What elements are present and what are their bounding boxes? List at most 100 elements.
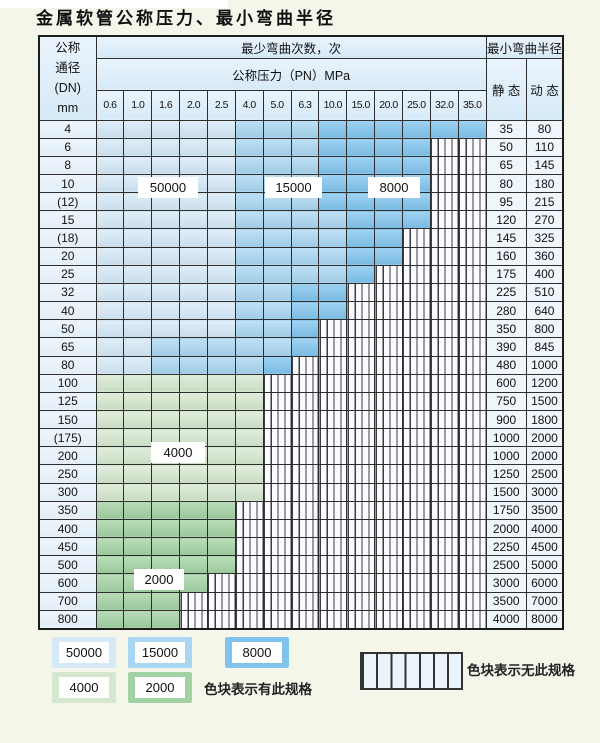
spec-cell-50000 bbox=[206, 119, 236, 139]
pressure-col-header: 2.5 bbox=[206, 89, 236, 121]
no-spec-cell bbox=[401, 573, 431, 593]
dynamic-value: 145 bbox=[525, 155, 564, 175]
spec-cell-4000 bbox=[123, 482, 153, 502]
legend-swatch-4000: 4000 bbox=[52, 672, 116, 703]
dn-cell: 700 bbox=[38, 591, 97, 611]
no-spec-cell bbox=[374, 282, 403, 303]
no-spec-cell bbox=[179, 591, 208, 611]
spec-cell-8000 bbox=[318, 192, 348, 212]
no-spec-cell bbox=[401, 228, 431, 248]
no-spec-cell bbox=[401, 609, 431, 630]
no-spec-cell bbox=[401, 282, 431, 303]
table-row: 40 280 640 bbox=[38, 301, 564, 321]
spec-cell-50000 bbox=[123, 210, 153, 230]
spec-cell-8000 bbox=[401, 119, 431, 139]
spec-cell-50000 bbox=[123, 119, 153, 139]
spec-cell-50000 bbox=[179, 301, 208, 321]
spec-cell-50000 bbox=[151, 319, 181, 339]
no-spec-cell bbox=[234, 573, 264, 593]
dynamic-value: 360 bbox=[525, 246, 564, 266]
bend-cycles-header: 最少弯曲次数，次 bbox=[95, 35, 487, 59]
no-spec-cell bbox=[318, 391, 348, 412]
no-spec-cell bbox=[401, 337, 431, 357]
spec-cell-50000 bbox=[123, 355, 153, 375]
no-spec-cell bbox=[401, 500, 431, 520]
no-spec-cell bbox=[429, 173, 459, 194]
spec-cell-4000 bbox=[206, 446, 236, 466]
dynamic-value: 110 bbox=[525, 137, 564, 157]
spec-cell-15000 bbox=[234, 264, 264, 284]
no-spec-cell bbox=[346, 446, 376, 466]
no-spec-cell bbox=[318, 518, 348, 539]
no-spec-cell bbox=[346, 500, 376, 520]
static-value: 4000 bbox=[485, 609, 527, 630]
no-spec-cell bbox=[318, 337, 348, 357]
spec-cell-4000 bbox=[151, 482, 181, 502]
no-spec-cell bbox=[429, 282, 459, 303]
dynamic-value: 3000 bbox=[525, 482, 564, 502]
no-spec-cell bbox=[457, 537, 487, 557]
table-row: 600 3000 6000 bbox=[38, 573, 564, 593]
spec-cell-4000 bbox=[206, 428, 236, 448]
no-spec-cell bbox=[374, 409, 403, 430]
spec-cell-50000 bbox=[179, 155, 208, 175]
spec-cell-8000 bbox=[346, 264, 376, 284]
spec-cell-50000 bbox=[95, 355, 125, 375]
spec-cell-2000 bbox=[179, 537, 208, 557]
no-spec-cell bbox=[346, 337, 376, 357]
spec-cell-2000 bbox=[151, 609, 181, 630]
spec-cell-2000 bbox=[206, 518, 236, 539]
no-spec-cell bbox=[401, 355, 431, 375]
spec-cell-8000 bbox=[401, 210, 431, 230]
no-spec-cell bbox=[401, 555, 431, 575]
table-row: 250 1250 2500 bbox=[38, 464, 564, 484]
dynamic-value: 6000 bbox=[525, 573, 564, 593]
static-value: 2250 bbox=[485, 537, 527, 557]
no-spec-cell bbox=[374, 301, 403, 321]
dynamic-value: 1000 bbox=[525, 355, 564, 375]
table-row: (175) 1000 2000 bbox=[38, 428, 564, 448]
spec-cell-50000 bbox=[179, 228, 208, 248]
no-spec-cell bbox=[234, 518, 264, 539]
no-spec-cell bbox=[374, 500, 403, 520]
dn-cell: 300 bbox=[38, 482, 97, 502]
no-spec-cell bbox=[401, 591, 431, 611]
no-spec-cell bbox=[429, 428, 459, 448]
pressure-col-header: 1.0 bbox=[123, 89, 153, 121]
no-spec-cell bbox=[429, 301, 459, 321]
spec-cell-50000 bbox=[179, 246, 208, 266]
spec-cell-50000 bbox=[95, 137, 125, 157]
spec-cell-50000 bbox=[179, 264, 208, 284]
spec-cell-15000 bbox=[234, 282, 264, 303]
dynamic-value: 8000 bbox=[525, 609, 564, 630]
spec-cell-8000 bbox=[290, 337, 320, 357]
no-spec-cell bbox=[179, 609, 208, 630]
no-spec-cell bbox=[457, 192, 487, 212]
no-spec-cell bbox=[374, 355, 403, 375]
table-row: 8 65 145 bbox=[38, 155, 564, 175]
spec-cell-50000 bbox=[123, 246, 153, 266]
spec-cell-8000 bbox=[262, 355, 292, 375]
spec-cell-8000 bbox=[346, 155, 376, 175]
pressure-col-header: 1.6 bbox=[151, 89, 181, 121]
no-spec-cell bbox=[429, 373, 459, 393]
table-row: 65 390 845 bbox=[38, 337, 564, 357]
spec-cell-50000 bbox=[95, 264, 125, 284]
legend-no-spec-note: 色块表示无此规格 bbox=[467, 663, 575, 678]
dn-cell: 10 bbox=[38, 173, 97, 194]
no-spec-cell bbox=[429, 482, 459, 502]
no-spec-cell bbox=[429, 537, 459, 557]
pressure-col-header: 6.3 bbox=[290, 89, 320, 121]
spec-cell-50000 bbox=[206, 210, 236, 230]
static-value: 35 bbox=[485, 119, 527, 139]
dynamic-value: 2000 bbox=[525, 446, 564, 466]
dynamic-value: 400 bbox=[525, 264, 564, 284]
static-value: 1000 bbox=[485, 428, 527, 448]
spec-cell-8000 bbox=[401, 137, 431, 157]
spec-cell-4000 bbox=[151, 391, 181, 412]
pressure-col-header: 25.0 bbox=[401, 89, 431, 121]
no-spec-cell bbox=[346, 537, 376, 557]
spec-cell-2000 bbox=[95, 500, 125, 520]
no-spec-cell bbox=[290, 555, 320, 575]
dynamic-value: 270 bbox=[525, 210, 564, 230]
